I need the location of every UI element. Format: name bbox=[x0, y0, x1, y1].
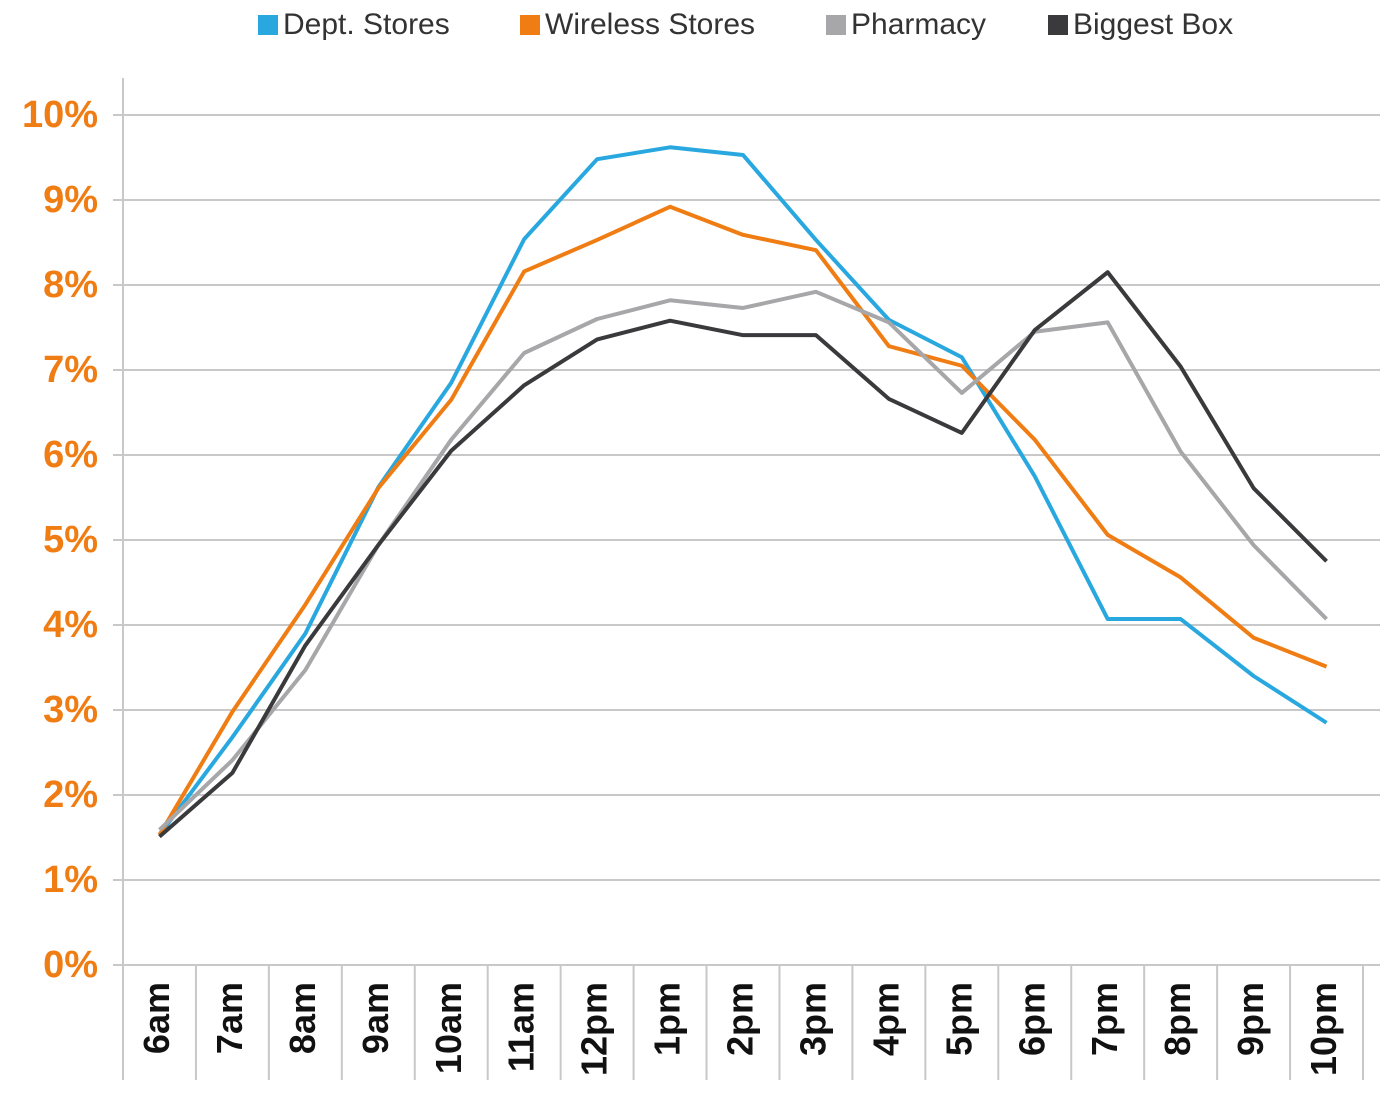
y-tick-label: 1% bbox=[43, 859, 98, 901]
x-tick-label: 11am bbox=[501, 982, 542, 1072]
x-tick-label: 8pm bbox=[1157, 982, 1198, 1056]
x-tick-label: 12pm bbox=[574, 982, 615, 1076]
legend-swatch bbox=[520, 15, 540, 35]
x-tick-label: 6pm bbox=[1011, 982, 1052, 1056]
y-tick-label: 6% bbox=[43, 434, 98, 476]
x-tick-label: 3pm bbox=[792, 982, 833, 1056]
y-tick-label: 4% bbox=[43, 604, 98, 646]
y-tick-label: 2% bbox=[43, 774, 98, 816]
y-tick-label: 10% bbox=[22, 94, 98, 136]
x-tick-label: 9pm bbox=[1230, 982, 1271, 1056]
x-tick-label: 5pm bbox=[938, 982, 979, 1056]
legend-swatch bbox=[1048, 15, 1068, 35]
x-tick-label: 7pm bbox=[1084, 982, 1125, 1056]
y-tick-label: 9% bbox=[43, 179, 98, 221]
x-tick-label: 1pm bbox=[647, 982, 688, 1056]
legend-swatch bbox=[826, 15, 846, 35]
y-tick-label: 8% bbox=[43, 264, 98, 306]
y-tick-label: 0% bbox=[43, 944, 98, 986]
y-tick-label: 3% bbox=[43, 689, 98, 731]
y-tick-label: 5% bbox=[43, 519, 98, 561]
x-tick-label: 10am bbox=[428, 982, 469, 1074]
series-line bbox=[157, 204, 1328, 836]
series-line bbox=[157, 145, 1328, 837]
legend-swatch bbox=[258, 15, 278, 35]
x-tick-label: 4pm bbox=[865, 982, 906, 1056]
x-tick-label: 2pm bbox=[720, 982, 761, 1056]
x-tick-label: 8am bbox=[282, 982, 323, 1054]
y-tick-label: 7% bbox=[43, 349, 98, 391]
series-line bbox=[158, 289, 1328, 832]
x-tick-label: 6am bbox=[136, 982, 177, 1054]
x-tick-label: 7am bbox=[209, 982, 250, 1054]
x-tick-label: 10pm bbox=[1303, 982, 1344, 1076]
series-line bbox=[158, 270, 1328, 839]
legend-label: Pharmacy bbox=[851, 8, 986, 41]
legend-label: Wireless Stores bbox=[545, 8, 755, 41]
legend-label: Biggest Box bbox=[1073, 8, 1233, 41]
legend-label: Dept. Stores bbox=[283, 8, 450, 41]
x-tick-label: 9am bbox=[355, 982, 396, 1054]
